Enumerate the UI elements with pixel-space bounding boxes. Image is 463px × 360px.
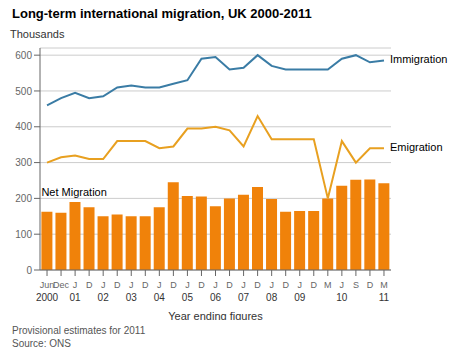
svg-text:2000: 2000 (36, 292, 59, 303)
svg-text:D: D (198, 280, 205, 290)
svg-text:08: 08 (266, 292, 278, 303)
svg-text:M: M (380, 280, 388, 290)
svg-text:J: J (269, 280, 274, 290)
svg-text:D: D (170, 280, 177, 290)
svg-text:Emigration: Emigration (390, 141, 443, 153)
svg-text:0: 0 (26, 265, 32, 276)
svg-text:03: 03 (126, 292, 138, 303)
svg-text:Dec: Dec (53, 280, 70, 290)
svg-text:Immigration: Immigration (390, 53, 447, 65)
svg-text:J: J (73, 280, 78, 290)
html-text:Source: ONS: Source: ONS (12, 338, 71, 349)
svg-text:J: J (241, 280, 246, 290)
svg-text:D: D (86, 280, 93, 290)
svg-text:05: 05 (182, 292, 194, 303)
svg-text:D: D (254, 280, 261, 290)
svg-text:D: D (367, 280, 374, 290)
svg-text:200: 200 (15, 193, 32, 204)
svg-text:J: J (340, 280, 345, 290)
svg-text:D: D (311, 280, 318, 290)
svg-text:500: 500 (15, 86, 32, 97)
svg-text:10: 10 (336, 292, 348, 303)
html-text:Thousands: Thousands (10, 28, 65, 40)
svg-text:J: J (101, 280, 106, 290)
svg-text:J: J (185, 280, 190, 290)
svg-text:Jun: Jun (39, 280, 55, 290)
html-text:Long-term international migrat: Long-term international migration, UK 20… (12, 6, 312, 21)
svg-text:Net Migration: Net Migration (41, 186, 106, 198)
svg-text:J: J (129, 280, 134, 290)
svg-text:02: 02 (98, 292, 110, 303)
svg-text:J: J (157, 280, 162, 290)
svg-text:D: D (142, 280, 149, 290)
svg-text:J: J (297, 280, 302, 290)
svg-text:01: 01 (70, 292, 82, 303)
svg-text:07: 07 (238, 292, 250, 303)
svg-text:04: 04 (154, 292, 166, 303)
svg-text:D: D (226, 280, 233, 290)
svg-text:100: 100 (15, 229, 32, 240)
svg-text:D: D (114, 280, 121, 290)
svg-text:M: M (324, 280, 332, 290)
svg-text:09: 09 (294, 292, 306, 303)
svg-text:Year ending figures: Year ending figures (168, 310, 263, 320)
svg-text:06: 06 (210, 292, 222, 303)
svg-text:J: J (213, 280, 218, 290)
svg-text:S: S (353, 280, 359, 290)
svg-text:600: 600 (15, 50, 32, 61)
html-text:Provisional estimates for 2011: Provisional estimates for 2011 (12, 325, 146, 336)
svg-text:300: 300 (15, 157, 32, 168)
svg-text:11: 11 (379, 292, 390, 303)
svg-text:D: D (282, 280, 289, 290)
svg-text:400: 400 (15, 121, 32, 132)
